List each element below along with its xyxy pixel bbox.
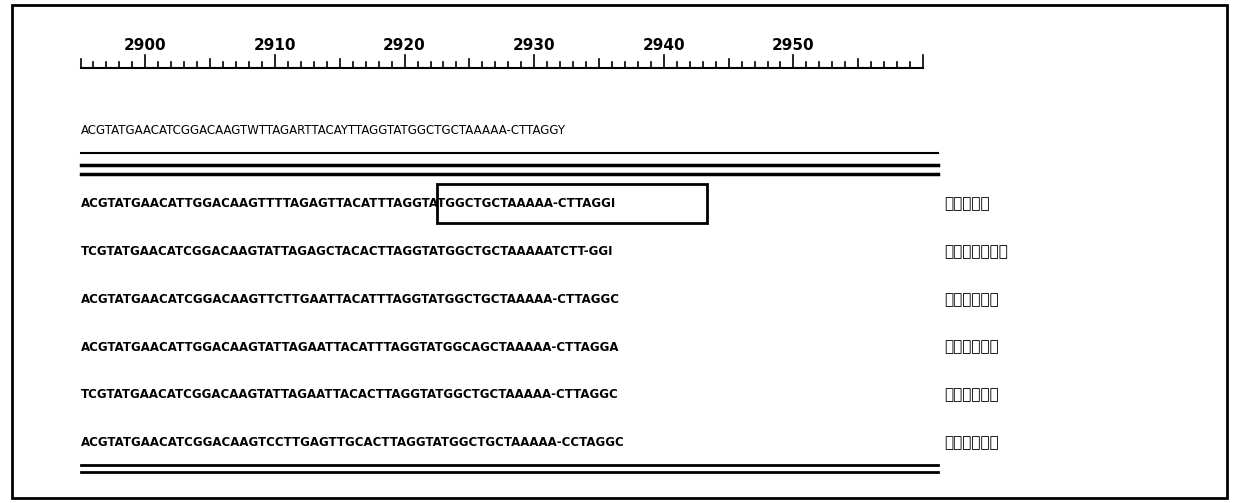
Text: 2910: 2910 (254, 38, 296, 53)
Text: 2950: 2950 (772, 38, 815, 53)
Bar (437, 184, 707, 223)
Text: TCGTATGAACATCGGACAAGTATTAGAGCTACACTTAGGTATGGCTGCTAAAAATCTT-GGI: TCGTATGAACATCGGACAAGTATTAGAGCTACACTTAGGT… (81, 245, 613, 258)
Text: 2930: 2930 (513, 38, 555, 53)
Text: ACGTATGAACATTGGACAAGTTTTAGAGTTACATTTAGGTATGGCTGCTAAAAA-CTTAGGI: ACGTATGAACATTGGACAAGTTTTAGAGTTACATTTAGGT… (81, 197, 616, 210)
Text: 溶血葡萄球菌: 溶血葡萄球菌 (944, 387, 999, 402)
Text: ACGTATGAACATCGGACAAGTWTTAGARTTACAYTTAGGTATGGCTGCTAAAAA-CTTAGGY: ACGTATGAACATCGGACAAGTWTTAGARTTACAYTTAGGT… (81, 124, 565, 137)
Text: 2920: 2920 (383, 38, 426, 53)
Text: 金黄色葡萄球菌: 金黄色葡萄球菌 (944, 244, 1009, 259)
Text: 2900: 2900 (124, 38, 167, 53)
Text: ACGTATGAACATTGGACAAGTATTAGAATTACATTTAGGTATGGCAGCTAAAAA-CTTAGGA: ACGTATGAACATTGGACAAGTATTAGAATTACATTTAGGT… (81, 341, 620, 354)
Text: 人葡萄球菌: 人葡萄球菌 (944, 196, 990, 211)
Text: 头状葡萄球菌: 头状葡萄球菌 (944, 435, 999, 450)
Text: ACGTATGAACATCGGACAAGTTCTTGAATTACATTTAGGTATGGCTGCTAAAAA-CTTAGGC: ACGTATGAACATCGGACAAGTTCTTGAATTACATTTAGGT… (81, 293, 620, 306)
Text: 2940: 2940 (643, 38, 685, 53)
Text: ACGTATGAACATCGGACAAGTCCTTGAGTTGCACTTAGGTATGGCTGCTAAAAA-CCTAGGC: ACGTATGAACATCGGACAAGTCCTTGAGTTGCACTTAGGT… (81, 436, 624, 449)
Text: 沃氏葡萄球菌: 沃氏葡萄球菌 (944, 292, 999, 307)
Text: 表皮葡萄球菌: 表皮葡萄球菌 (944, 340, 999, 355)
Text: TCGTATGAACATCGGACAAGTATTAGAATTACACTTAGGTATGGCTGCTAAAAA-CTTAGGC: TCGTATGAACATCGGACAAGTATTAGAATTACACTTAGGT… (81, 388, 618, 401)
